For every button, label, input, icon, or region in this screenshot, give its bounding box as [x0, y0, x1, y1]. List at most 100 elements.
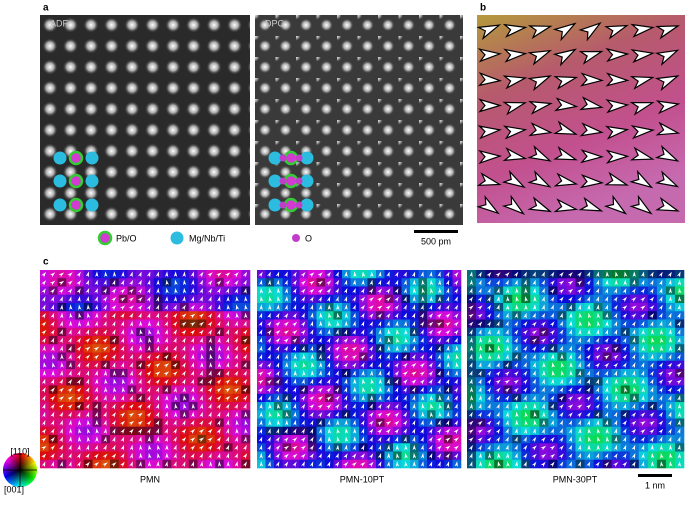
arrow — [438, 411, 442, 418]
arrow — [668, 279, 672, 286]
arrow — [292, 437, 298, 443]
arrow — [595, 395, 600, 402]
arrow — [394, 354, 399, 360]
arrow — [524, 304, 528, 310]
arrow — [514, 321, 518, 327]
arrow — [429, 411, 434, 418]
arrow — [640, 279, 645, 286]
arrow — [102, 453, 108, 459]
arrow — [309, 296, 314, 303]
arrow — [649, 321, 654, 327]
arrow — [437, 461, 441, 468]
arrow — [360, 312, 365, 319]
arrow — [577, 387, 582, 393]
arrow — [437, 370, 441, 377]
arrow — [660, 337, 664, 344]
arrow — [412, 452, 417, 459]
arrow — [496, 444, 500, 451]
arrow — [595, 370, 600, 377]
arrow — [102, 362, 107, 369]
arrow — [533, 411, 537, 418]
arrow — [242, 395, 248, 402]
arrow — [558, 280, 565, 286]
arrow — [487, 395, 491, 402]
arrow — [420, 461, 424, 467]
arrow — [558, 296, 564, 303]
arrow — [225, 288, 230, 294]
arrow — [103, 403, 107, 410]
arrow — [378, 395, 382, 401]
arrow — [578, 196, 604, 212]
atom-pbo — [68, 197, 84, 213]
arrow — [352, 411, 356, 418]
arrow — [301, 428, 305, 435]
arrow — [94, 296, 98, 303]
arrow — [676, 354, 681, 360]
arrow — [267, 436, 271, 443]
arrow — [42, 411, 46, 418]
arrow — [353, 428, 357, 434]
arrow — [476, 24, 502, 41]
arrow — [577, 370, 582, 377]
arrow — [360, 321, 365, 327]
arrow — [394, 412, 400, 418]
arrow — [577, 461, 581, 468]
arrow — [445, 322, 451, 327]
arrow — [111, 312, 116, 319]
arrow — [622, 436, 627, 443]
arrow — [658, 428, 664, 435]
arrow — [549, 280, 555, 286]
scale-label: 500 pm — [421, 236, 451, 246]
arrow — [129, 320, 134, 327]
arrow — [50, 304, 54, 311]
arrow — [658, 279, 663, 286]
arrow — [412, 444, 416, 451]
arrow — [477, 378, 482, 385]
arrow — [59, 461, 63, 467]
arrow — [200, 345, 204, 352]
arrow — [429, 271, 433, 278]
arrow — [468, 296, 474, 303]
arrow — [266, 379, 272, 385]
arrow — [567, 404, 574, 410]
arrow — [94, 444, 98, 451]
arrow — [658, 304, 663, 311]
arrow — [111, 288, 117, 294]
panel-label: b — [480, 3, 486, 14]
arrow — [102, 462, 108, 467]
arrow — [437, 378, 441, 385]
arrow — [404, 329, 408, 335]
arrow — [532, 312, 536, 319]
arrow — [59, 320, 63, 327]
arrow — [309, 378, 314, 385]
arrow — [94, 386, 98, 393]
arrow — [394, 279, 399, 286]
arrow — [668, 287, 672, 294]
arrow — [412, 296, 416, 302]
arrow — [275, 338, 281, 344]
arrow — [224, 388, 231, 393]
arrow — [111, 428, 116, 435]
arrow — [259, 452, 263, 459]
arrow — [577, 304, 582, 311]
arrow — [655, 121, 681, 136]
arrow — [613, 411, 618, 418]
arrow — [207, 272, 213, 278]
arrow — [199, 370, 203, 377]
arrow — [640, 403, 645, 410]
arrow — [523, 362, 527, 369]
arrow — [411, 304, 416, 311]
arrow — [43, 362, 47, 368]
arrow — [378, 337, 382, 344]
arrow — [469, 461, 473, 467]
arrow — [268, 403, 272, 409]
arrow — [558, 288, 565, 294]
arrow — [629, 169, 654, 189]
arrow — [522, 321, 528, 327]
arrow — [523, 461, 527, 468]
arrow — [541, 428, 545, 435]
arrow — [522, 338, 528, 344]
arrow — [276, 279, 280, 286]
arrow — [553, 145, 578, 161]
arrow — [622, 444, 627, 451]
